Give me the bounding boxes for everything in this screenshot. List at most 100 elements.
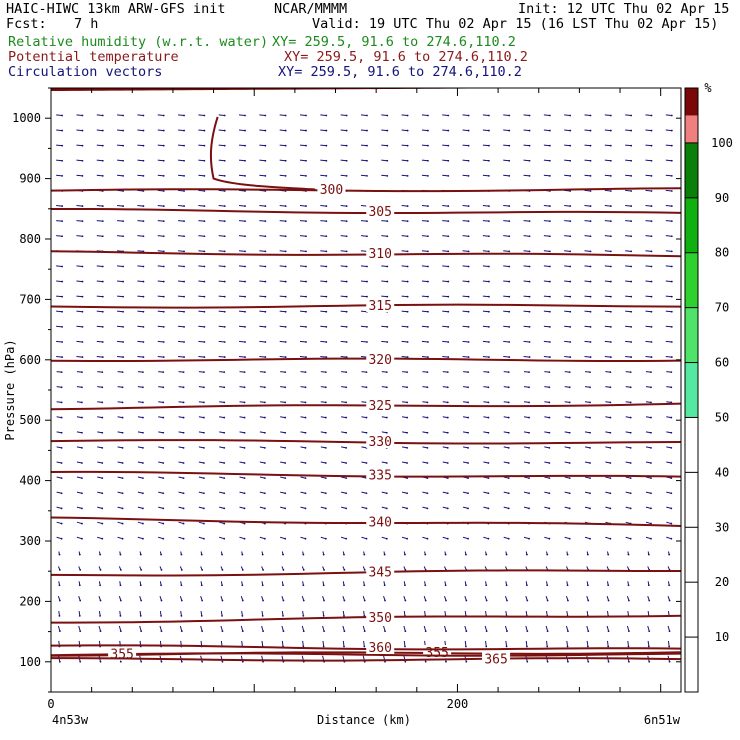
vector-arrow	[220, 551, 223, 556]
vector-arrow	[402, 416, 409, 419]
vector-arrow	[137, 189, 145, 192]
vector-arrow	[340, 265, 348, 268]
vector-arrow	[322, 596, 325, 602]
vector-arrow	[238, 235, 246, 238]
vector-arrow	[523, 280, 531, 283]
vector-arrow	[625, 235, 633, 238]
vector-arrow	[463, 416, 469, 419]
vector-arrow	[157, 295, 165, 298]
vector-arrow	[645, 295, 653, 298]
vector-arrow	[665, 295, 673, 298]
vector-arrow	[523, 431, 530, 434]
vector-arrow	[584, 325, 592, 328]
vector-arrow	[503, 536, 510, 540]
vector-arrow	[604, 280, 612, 283]
vector-arrow	[320, 386, 327, 389]
theta-contour-315	[51, 303, 681, 309]
vector-arrow	[523, 325, 531, 328]
vector-arrow	[523, 159, 531, 162]
vector-arrow	[665, 189, 673, 192]
vector-arrow	[482, 159, 490, 162]
vector-arrow	[239, 386, 246, 389]
vector-arrow	[645, 340, 653, 343]
vector-arrow	[279, 235, 287, 238]
vector-arrow	[564, 204, 572, 207]
vector-arrow	[76, 204, 84, 207]
vector-arrow	[381, 506, 388, 510]
vector-arrow	[137, 491, 144, 495]
vector-arrow	[259, 431, 266, 434]
vector-arrow	[546, 581, 549, 587]
vector-arrow	[564, 129, 572, 132]
vector-arrow	[604, 325, 612, 328]
vector-arrow	[543, 340, 551, 343]
vector-arrow	[56, 280, 64, 283]
vector-arrow	[566, 551, 569, 556]
theta-label-330: 330	[368, 435, 391, 450]
vector-arrow	[543, 144, 551, 147]
vector-arrow	[607, 551, 610, 556]
vector-arrow	[381, 461, 388, 464]
vector-arrow	[342, 566, 346, 571]
vector-arrow	[604, 355, 612, 358]
vector-arrow	[442, 295, 450, 298]
vector-arrow	[198, 446, 205, 449]
vector-arrow	[259, 144, 267, 147]
vector-arrow	[566, 581, 569, 587]
vector-arrow	[137, 265, 145, 268]
vector-arrow	[442, 506, 449, 510]
vector-arrow	[564, 431, 571, 434]
vector-arrow	[442, 491, 449, 495]
vector-arrow	[179, 596, 183, 602]
vector-arrow	[76, 476, 83, 480]
vector-arrow	[625, 506, 632, 510]
vector-arrow	[381, 144, 389, 147]
vector-arrow	[421, 355, 429, 358]
vector-arrow	[198, 204, 206, 207]
vector-arrow	[342, 611, 345, 617]
vector-arrow	[76, 431, 83, 434]
vector-arrow	[300, 491, 307, 495]
vector-arrow	[564, 371, 571, 374]
vector-arrow	[503, 506, 510, 510]
vector-arrow	[218, 174, 226, 177]
vector-arrow	[137, 129, 145, 132]
vector-arrow	[360, 295, 368, 298]
vector-arrow	[544, 491, 551, 495]
vector-arrow	[76, 220, 84, 223]
vector-arrow	[564, 265, 572, 268]
vector-arrow	[178, 521, 185, 525]
vector-arrow	[564, 310, 572, 313]
vector-arrow	[118, 596, 122, 602]
vector-arrow	[117, 310, 124, 313]
vector-arrow	[665, 325, 673, 328]
vector-arrow	[158, 386, 165, 389]
theta-label-bg	[366, 246, 395, 261]
x-tick-label: 200	[447, 697, 469, 711]
forecast-label: Fcst:	[6, 16, 47, 32]
vector-arrow	[198, 416, 205, 419]
vector-arrow	[220, 611, 223, 617]
theta-label-315: 315	[368, 299, 391, 314]
theta-label-bg	[108, 646, 137, 661]
vector-arrow	[625, 220, 633, 223]
vector-arrow	[605, 461, 612, 464]
vector-arrow	[442, 280, 450, 283]
colorbar-label: 40	[715, 465, 729, 479]
vector-arrow	[503, 431, 510, 434]
vector-arrow	[259, 491, 266, 495]
vector-arrow	[322, 625, 325, 633]
y-tick-label: 200	[19, 594, 41, 608]
y-tick-label: 1000	[12, 111, 41, 125]
vector-arrow	[564, 144, 572, 147]
forecast-value: 7 h	[74, 16, 99, 32]
vector-arrow	[56, 159, 64, 162]
vector-arrow	[421, 340, 429, 343]
vector-arrow	[665, 265, 673, 268]
field-vectors-xy: XY= 259.5, 91.6 to 274.6,110.2	[278, 64, 522, 80]
vector-arrow	[464, 625, 468, 633]
vector-arrow	[666, 491, 673, 495]
vector-arrow	[98, 611, 102, 617]
vector-arrow	[665, 174, 673, 177]
vector-arrow	[76, 386, 83, 389]
